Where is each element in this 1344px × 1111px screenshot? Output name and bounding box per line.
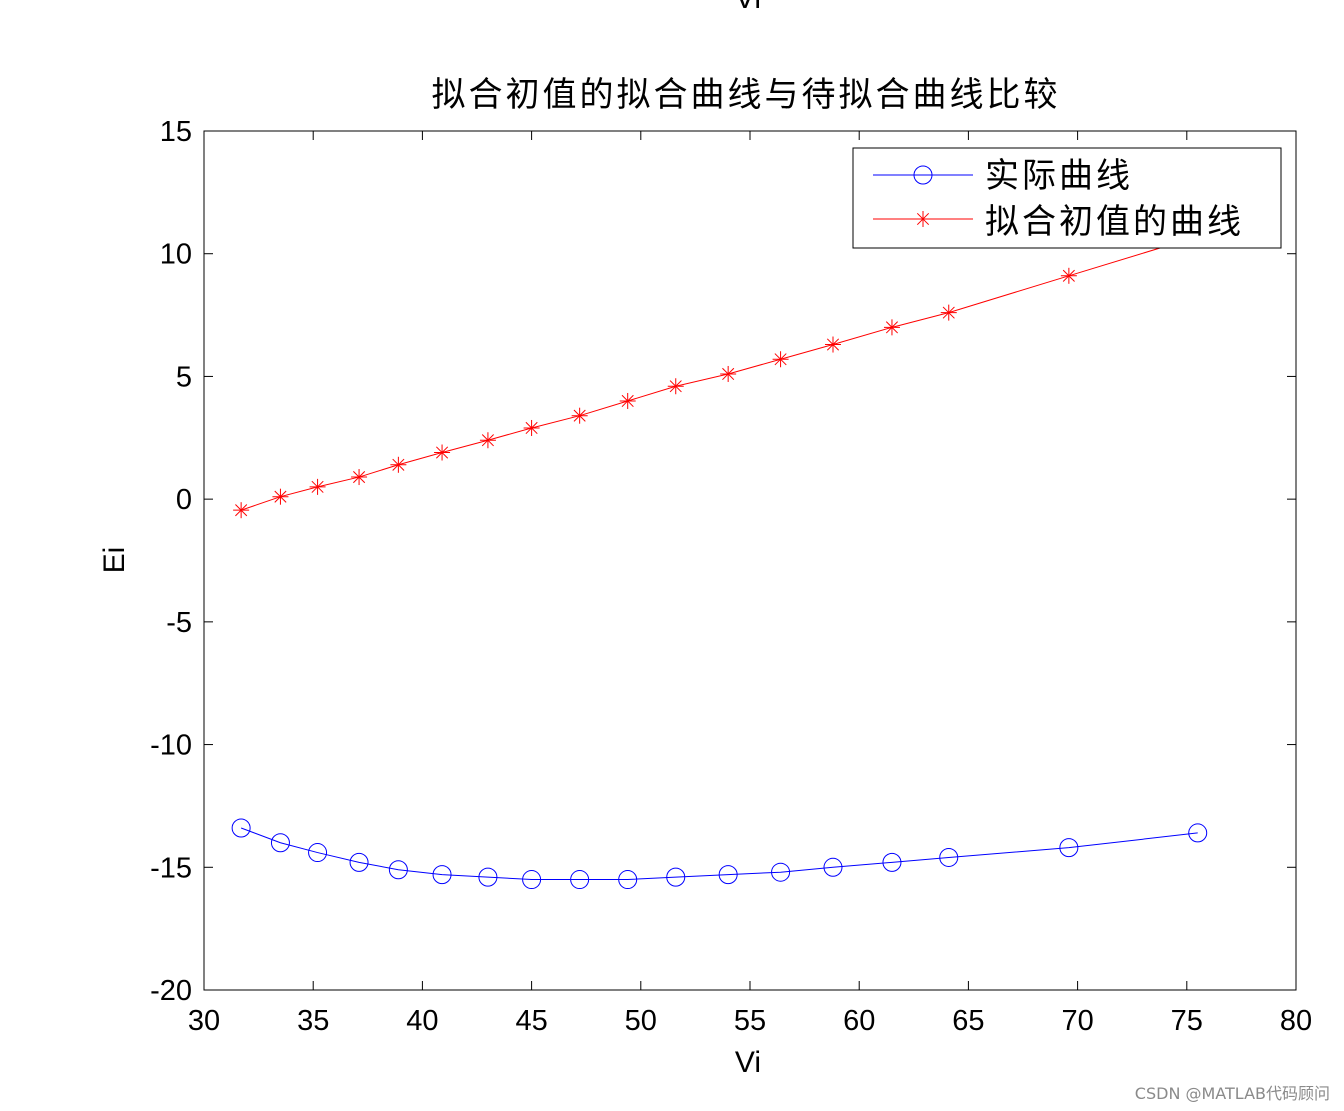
legend-box	[852, 147, 1282, 249]
legend-star-shape	[915, 211, 931, 227]
data-point-star	[940, 304, 957, 321]
series-line-1	[240, 236, 1198, 511]
data-point-circle	[522, 870, 542, 890]
y-tick-label: -15	[150, 852, 192, 884]
data-point-star	[272, 488, 289, 505]
x-axis-label: Vi	[735, 1046, 761, 1079]
y-tick-label: 15	[160, 116, 192, 148]
data-point-circle	[1059, 838, 1079, 858]
x-tick-label: 30	[188, 1005, 220, 1037]
y-tick-label: 5	[176, 361, 192, 393]
data-point-circle	[666, 867, 686, 887]
y-tick-label: 10	[160, 239, 192, 271]
data-point-circle	[570, 870, 590, 890]
series-layer	[231, 228, 1208, 890]
y-tick-label: -5	[166, 607, 192, 639]
data-point-circle	[432, 865, 452, 885]
legend-marker-circle-icon	[913, 165, 933, 185]
data-point-circle	[882, 852, 902, 872]
top-cutoff-label: Vi	[735, 0, 761, 15]
data-point-star	[824, 336, 841, 353]
x-tick-label: 80	[1280, 1005, 1312, 1037]
x-tick-label: 55	[734, 1005, 766, 1037]
data-point-star	[571, 407, 588, 424]
data-point-circle	[939, 847, 959, 867]
x-tick-label: 50	[625, 1005, 657, 1037]
data-point-star	[479, 432, 496, 449]
data-point-circle	[618, 870, 638, 890]
data-point-star	[1060, 267, 1077, 284]
data-point-circle	[771, 862, 791, 882]
legend-marker-star-icon	[915, 211, 931, 227]
plot-area	[203, 130, 1297, 991]
watermark: CSDN @MATLAB代码顾问	[1135, 1084, 1330, 1103]
data-point-circle	[823, 857, 843, 877]
data-point-circle	[388, 860, 408, 880]
y-tick-label: 0	[176, 484, 192, 516]
data-point-star	[619, 392, 636, 409]
x-tick-label: 75	[1171, 1005, 1203, 1037]
chart-title: 拟合初值的拟合曲线与待拟合曲线比较	[432, 75, 1061, 115]
y-tick-label: -10	[150, 730, 192, 762]
x-tick-label: 70	[1061, 1005, 1093, 1037]
data-point-circle	[349, 852, 369, 872]
data-point-star	[523, 419, 540, 436]
data-point-star	[772, 351, 789, 368]
data-point-circle	[270, 833, 290, 853]
x-tick-label: 35	[297, 1005, 329, 1037]
data-point-star	[883, 319, 900, 336]
data-point-star	[434, 444, 451, 461]
x-tick-label: 60	[843, 1005, 875, 1037]
x-tick-label: 45	[515, 1005, 547, 1037]
legend-label-fit: 拟合初值的曲线	[985, 202, 1244, 242]
data-point-star	[351, 469, 368, 486]
axis-ticks	[203, 130, 1297, 991]
data-point-circle	[718, 865, 738, 885]
data-point-star	[390, 456, 407, 473]
data-point-circle	[308, 843, 328, 863]
data-point-circle	[1188, 823, 1208, 843]
x-tick-label: 40	[406, 1005, 438, 1037]
legend: 实际曲线 拟合初值的曲线	[852, 147, 1282, 249]
x-tick-label: 65	[952, 1005, 984, 1037]
data-point-circle	[478, 867, 498, 887]
legend-label-actual: 实际曲线	[985, 156, 1133, 196]
data-point-star	[309, 478, 326, 495]
y-tick-label: -20	[150, 975, 192, 1007]
data-point-star	[667, 378, 684, 395]
y-axis-label: Ei	[98, 547, 131, 574]
data-point-circle	[231, 818, 251, 838]
data-point-star	[720, 365, 737, 382]
data-point-star	[233, 502, 250, 519]
